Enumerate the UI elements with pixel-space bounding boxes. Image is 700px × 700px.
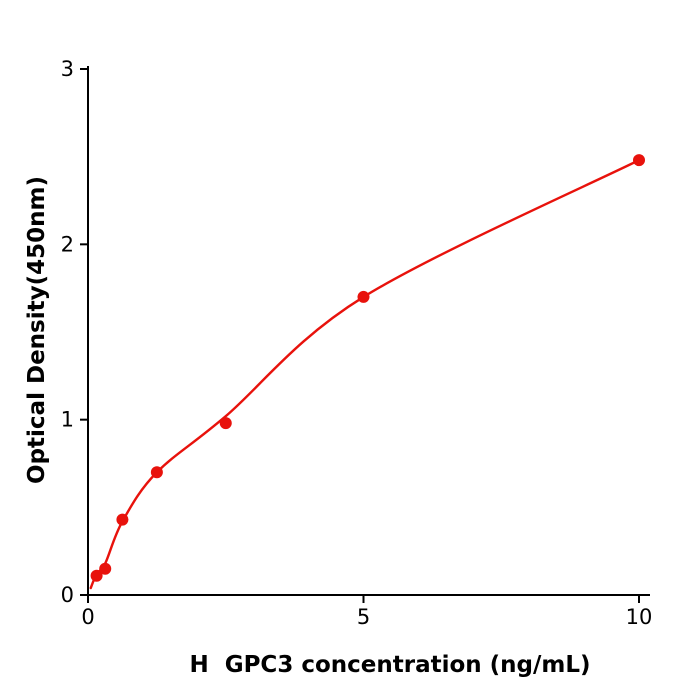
plot-area: 0 5 10 0 1 2 3 <box>61 57 653 629</box>
data-point <box>357 290 370 303</box>
x-axis-title: H GPC3 concentration (ng/mL) <box>189 652 590 678</box>
fit-line <box>89 158 641 590</box>
x-tick-label: 10 <box>626 605 653 629</box>
data-point <box>90 569 103 582</box>
y-axis-title: Optical Density(450nm) <box>24 176 50 484</box>
data-point <box>150 466 163 479</box>
data-point <box>633 154 645 167</box>
y-tick-label: 0 <box>61 583 74 607</box>
x-tick-label: 5 <box>357 605 370 629</box>
data-point <box>219 417 232 430</box>
data-point <box>99 562 112 575</box>
y-tick-label: 2 <box>61 232 74 256</box>
data-point <box>116 513 129 526</box>
x-tick-label: 0 <box>81 605 94 629</box>
y-tick-label: 1 <box>61 408 74 432</box>
y-tick-label: 3 <box>61 57 74 81</box>
